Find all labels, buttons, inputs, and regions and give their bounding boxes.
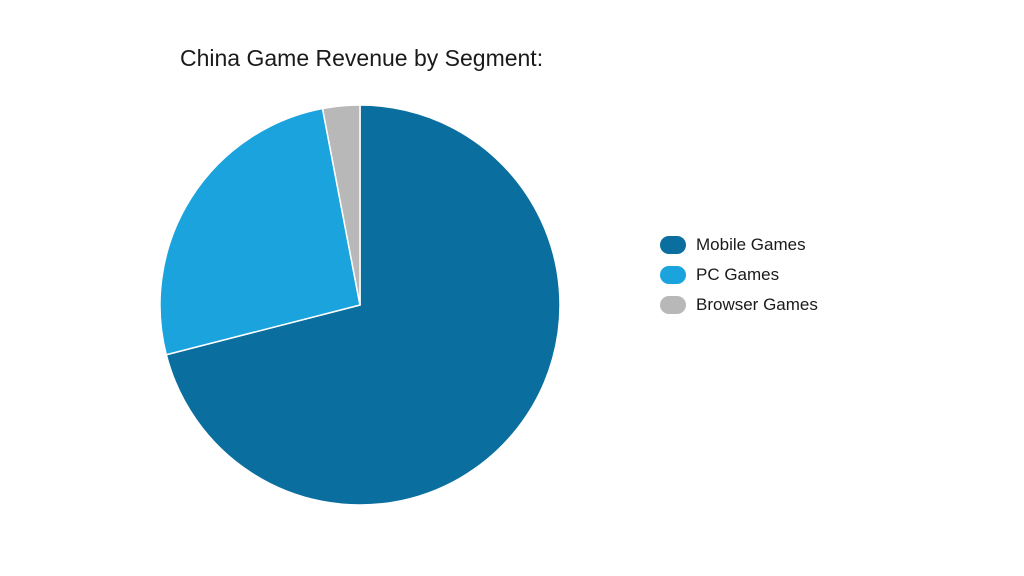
legend-label: Mobile Games bbox=[696, 235, 806, 255]
legend-label: Browser Games bbox=[696, 295, 818, 315]
pie-chart bbox=[150, 95, 570, 515]
legend-label: PC Games bbox=[696, 265, 779, 285]
chart-title: China Game Revenue by Segment: bbox=[180, 45, 543, 72]
chart-legend: Mobile Games PC Games Browser Games bbox=[660, 235, 818, 315]
legend-swatch bbox=[660, 236, 686, 254]
pie-chart-container: China Game Revenue by Segment: Mobile Ga… bbox=[0, 0, 1024, 576]
legend-item-pc-games: PC Games bbox=[660, 265, 818, 285]
legend-item-mobile-games: Mobile Games bbox=[660, 235, 818, 255]
legend-item-browser-games: Browser Games bbox=[660, 295, 818, 315]
legend-swatch bbox=[660, 266, 686, 284]
legend-swatch bbox=[660, 296, 686, 314]
